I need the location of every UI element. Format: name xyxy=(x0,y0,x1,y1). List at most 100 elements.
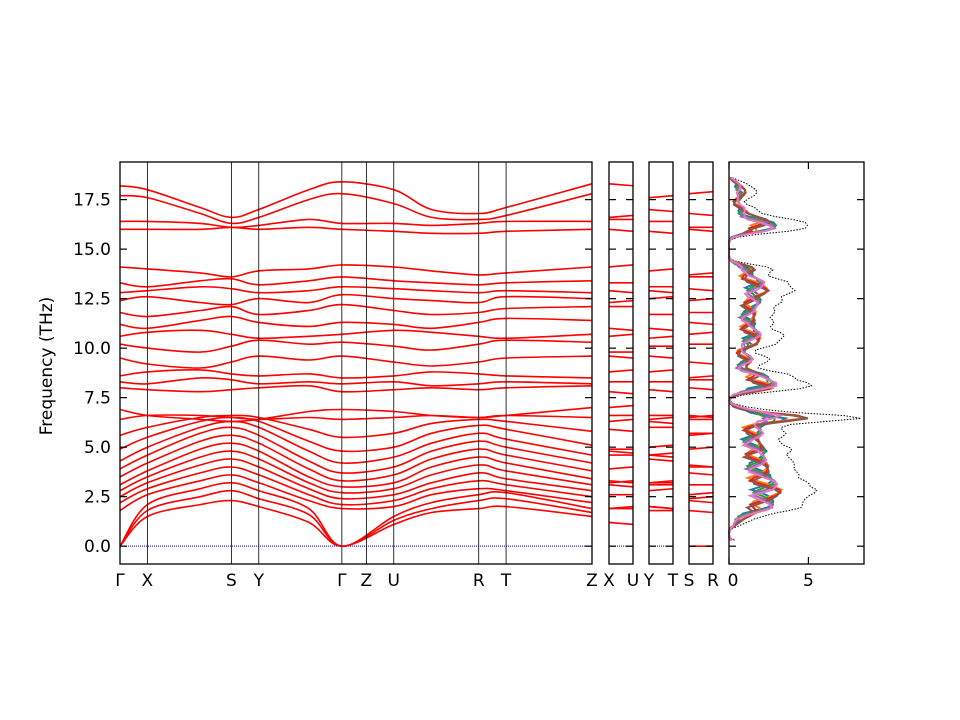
phonon-band-19 xyxy=(119,339,593,353)
phonon-band-30 xyxy=(648,208,674,213)
phonon-band-29 xyxy=(688,190,714,195)
x-tick-label: Z xyxy=(361,571,373,591)
x-tick-label: X xyxy=(142,571,154,591)
phonon-band-20 xyxy=(648,335,674,340)
phonon-band-17 xyxy=(648,369,674,373)
phonon-band-15 xyxy=(648,388,674,393)
phonon-band-18 xyxy=(608,355,634,359)
phonon-band-15 xyxy=(688,386,714,391)
phonon-band-27 xyxy=(120,226,593,235)
panel-frame xyxy=(648,161,674,565)
phonon-band-15 xyxy=(608,390,634,395)
x-tick-label: T xyxy=(667,571,679,591)
phonon-band-29 xyxy=(608,214,634,219)
dos-total-curve xyxy=(728,177,861,541)
phonon-band-20 xyxy=(688,331,714,336)
phonon-band-24 xyxy=(119,285,593,294)
phonon-band-26 xyxy=(648,268,674,272)
phonon-band-23 xyxy=(608,299,634,304)
phonon-band-2 xyxy=(688,491,714,496)
x-tick-label: R xyxy=(473,571,485,591)
x-tick-label: Γ xyxy=(337,571,347,591)
dos-partial-curve-3 xyxy=(727,177,808,541)
phonon-band-27 xyxy=(608,228,634,233)
phonon-band-17 xyxy=(119,369,593,379)
phonon-band-18 xyxy=(688,361,714,365)
y-tick-label: 5.0 xyxy=(84,438,111,458)
phonon-band-15 xyxy=(119,384,593,393)
phonon-band-21 xyxy=(608,327,634,332)
y-tick-label: 7.5 xyxy=(84,389,111,409)
phonon-band-3 xyxy=(648,505,674,510)
phonon-band-11 xyxy=(119,416,593,453)
x-tick-label: Z xyxy=(586,571,598,591)
phonon-band-12 xyxy=(119,414,593,439)
phonon-band-11 xyxy=(608,418,634,423)
y-tick-label: 10.0 xyxy=(73,339,111,359)
phonon-band-2 xyxy=(608,505,634,510)
phonon-band-14 xyxy=(648,416,674,421)
phonon-band-12 xyxy=(648,420,674,425)
phonon-band-30 xyxy=(608,182,634,187)
phonon-band-29 xyxy=(648,194,674,199)
phonon-band-27 xyxy=(688,228,714,233)
dos-partial-curve-6 xyxy=(727,176,785,541)
phonon-band-1 xyxy=(119,489,593,548)
phonon-band-4 xyxy=(119,466,593,506)
x-tick-label: Y xyxy=(253,571,265,591)
phonon-band-9 xyxy=(119,426,593,474)
phonon-band-24 xyxy=(608,289,634,294)
y-tick-label: 12.5 xyxy=(73,290,111,310)
x-tick-label: U xyxy=(388,571,400,591)
y-tick-label: 0.0 xyxy=(84,537,111,557)
y-tick-label: 2.5 xyxy=(84,488,111,508)
phonon-band-8 xyxy=(608,466,634,470)
x-tick-label: Y xyxy=(643,571,655,591)
phonon-band-7 xyxy=(119,442,593,488)
x-tick-label: S xyxy=(226,571,237,591)
y-tick-label: 17.5 xyxy=(73,191,111,211)
panels-layer: 0.02.55.07.510.012.515.017.5Γ X S Y Γ Z U R T Z X U… xyxy=(73,161,865,591)
phonon-band-26 xyxy=(608,264,634,268)
x-tick-label: Γ xyxy=(115,571,125,591)
band-panel-main: 0.02.55.07.510.012.515.017.5Γ X S Y Γ Z U R T Z xyxy=(73,161,598,591)
phonon-band-8 xyxy=(119,434,593,482)
phonon-band-24 xyxy=(688,287,714,292)
phonon-band-30 xyxy=(119,180,593,219)
phonon-band-26 xyxy=(688,272,714,276)
phonon-band-18 xyxy=(119,355,593,369)
phonon-band-2 xyxy=(648,487,674,492)
phonon-band-9 xyxy=(608,450,634,454)
phonon-band-14 xyxy=(119,406,593,423)
phonon-band-21 xyxy=(119,315,593,330)
phonon-band-14 xyxy=(608,404,634,409)
phonon-band-0 xyxy=(688,499,714,504)
phonon-band-5 xyxy=(608,480,634,484)
phonon-band-21 xyxy=(648,327,674,332)
phonon-band-6 xyxy=(608,483,634,488)
x-tick-label: X xyxy=(603,571,615,591)
phonon-band-9 xyxy=(648,454,674,458)
phonon-band-3 xyxy=(119,474,593,512)
x-tick-label: R xyxy=(707,571,719,591)
phonon-band-17 xyxy=(608,369,634,373)
y-axis-label: Frequency (THz) xyxy=(37,297,57,436)
phonon-band-16 xyxy=(119,376,593,387)
phonon-band-0 xyxy=(608,521,634,526)
phonon-band-20 xyxy=(119,329,593,340)
phonon-band-22 xyxy=(119,303,593,318)
phonon-band-29 xyxy=(119,192,593,225)
x-tick-label: T xyxy=(500,571,512,591)
phonon-band-14 xyxy=(688,414,714,419)
phonon-band-6 xyxy=(688,464,714,468)
dos-panel-frame xyxy=(728,161,865,565)
dos-x-tick-label: 5 xyxy=(803,571,814,591)
dos-x-tick-label: 0 xyxy=(728,571,739,591)
phonon-band-5 xyxy=(119,458,593,500)
phonon-band-10 xyxy=(119,420,593,464)
phonon-band-0 xyxy=(119,499,593,548)
